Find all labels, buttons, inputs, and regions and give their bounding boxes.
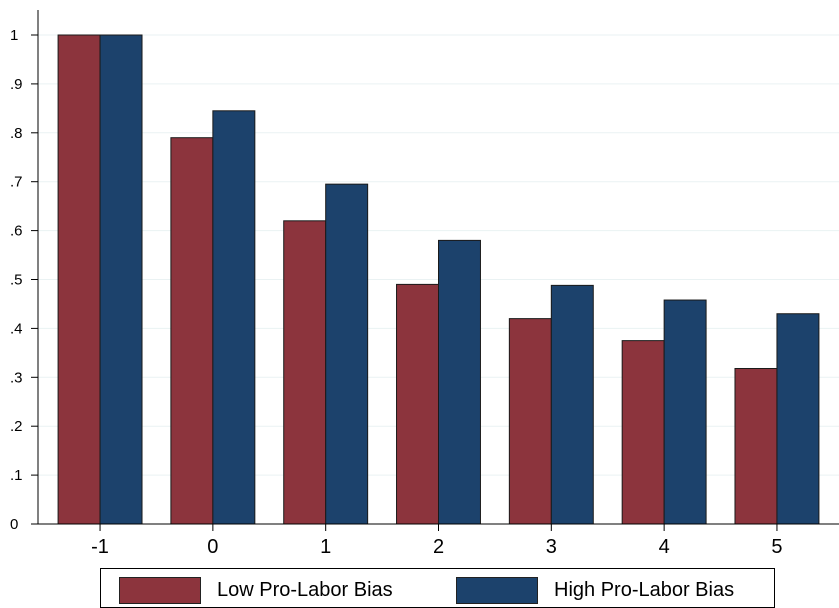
y-tick-label: 1	[10, 27, 18, 44]
bar-chart: 0 .1 .2 .3 .4 .5 .6 .7 .8 .9 1 -1 0 1 2 3 4 5	[10, 10, 839, 558]
y-tick-label: .6	[10, 223, 23, 240]
bar-low	[170, 137, 214, 525]
legend-label-high: High Pro-Labor Bias	[554, 579, 735, 601]
x-tick-label: 4	[659, 536, 670, 558]
y-tick-label: .8	[10, 125, 23, 142]
legend-item-high: High Pro-Labor Bias	[456, 577, 734, 604]
legend-swatch-high	[456, 577, 538, 604]
x-tick-label: 0	[207, 536, 218, 558]
y-tick-label: .5	[10, 272, 23, 289]
bar-high	[99, 34, 143, 525]
bar-low	[283, 220, 327, 525]
bar-high	[438, 239, 481, 525]
y-tick-label: .1	[10, 467, 23, 484]
bar-high	[776, 313, 820, 525]
x-tick-label: 1	[320, 536, 331, 558]
y-tick-label: .2	[10, 418, 23, 435]
legend-label-low: Low Pro-Labor Bias	[217, 579, 393, 601]
legend-swatch-low	[119, 577, 201, 604]
y-tick-label: .7	[10, 174, 23, 191]
y-tick-label: .4	[10, 320, 23, 337]
legend: Low Pro-Labor Bias High Pro-Labor Bias	[100, 568, 775, 608]
bar-high	[550, 284, 594, 525]
x-tick-label: 5	[771, 536, 782, 558]
bar-low	[621, 340, 665, 525]
bar-low	[508, 318, 552, 525]
y-tick-label: .3	[10, 369, 23, 386]
y-tick-label: .9	[10, 76, 23, 93]
axes: 0 .1 .2 .3 .4 .5 .6 .7 .8 .9 1 -1 0 1 2 3 4 5	[10, 10, 839, 558]
bar-high	[663, 299, 707, 525]
bar-low	[396, 283, 439, 525]
y-tick-label: 0	[10, 516, 18, 533]
x-tick-label: 3	[546, 536, 557, 558]
bar-high	[325, 183, 369, 525]
bar-low	[734, 367, 778, 525]
legend-item-low: Low Pro-Labor Bias	[119, 577, 393, 604]
bar-high	[212, 110, 256, 525]
bar-low	[57, 34, 101, 525]
x-tick-label: 2	[433, 536, 444, 558]
x-tick-label: -1	[91, 536, 109, 558]
